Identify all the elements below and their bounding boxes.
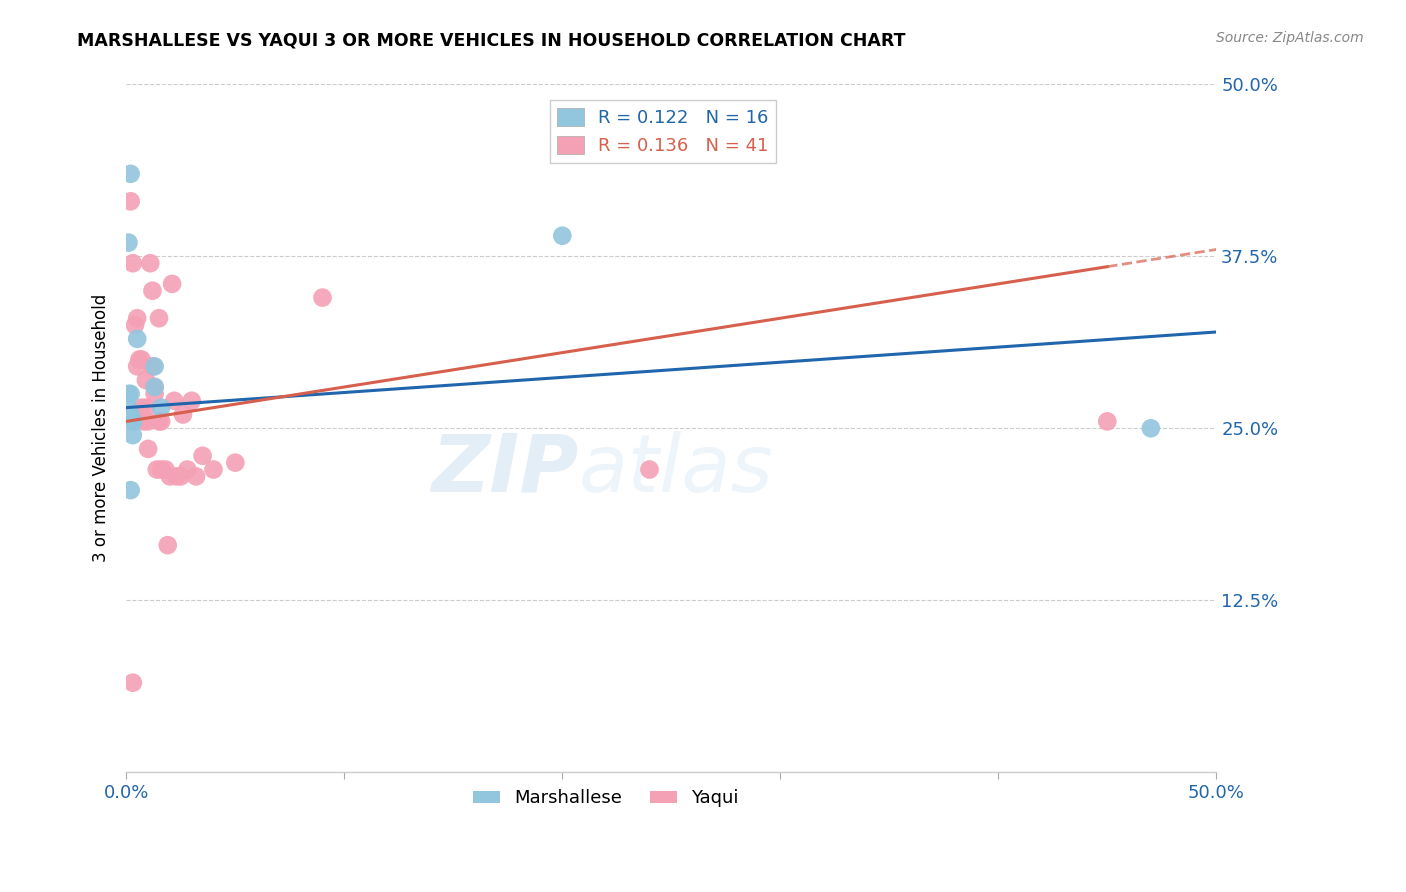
Point	[143, 380, 166, 394]
Point	[141, 284, 163, 298]
Point	[180, 393, 202, 408]
Point	[136, 414, 159, 428]
Point	[132, 414, 155, 428]
Point	[191, 449, 214, 463]
Point	[551, 228, 574, 243]
Point	[117, 401, 139, 415]
Legend: Marshallese, Yaqui: Marshallese, Yaqui	[465, 782, 745, 814]
Point	[120, 408, 142, 422]
Point	[131, 401, 153, 415]
Point	[176, 462, 198, 476]
Point	[143, 387, 166, 401]
Point	[159, 469, 181, 483]
Point	[224, 456, 246, 470]
Point	[121, 675, 143, 690]
Point	[120, 483, 142, 497]
Point	[120, 194, 142, 209]
Point	[150, 401, 173, 415]
Point	[121, 256, 143, 270]
Point	[120, 387, 142, 401]
Point	[127, 359, 149, 374]
Point	[128, 352, 150, 367]
Point	[160, 277, 183, 291]
Point	[135, 401, 157, 415]
Point	[165, 469, 187, 483]
Point	[1097, 414, 1119, 428]
Point	[1140, 421, 1163, 435]
Point	[150, 414, 173, 428]
Point	[121, 414, 143, 428]
Point	[156, 538, 179, 552]
Y-axis label: 3 or more Vehicles in Household: 3 or more Vehicles in Household	[93, 294, 110, 562]
Point	[124, 318, 146, 332]
Point	[184, 469, 207, 483]
Point	[131, 352, 153, 367]
Point	[135, 373, 157, 387]
Point	[136, 442, 159, 456]
Point	[172, 408, 194, 422]
Point	[143, 380, 166, 394]
Point	[121, 428, 143, 442]
Point	[139, 256, 162, 270]
Point	[202, 462, 225, 476]
Point	[117, 235, 139, 250]
Point	[121, 414, 143, 428]
Text: ZIP: ZIP	[432, 431, 579, 508]
Text: Source: ZipAtlas.com: Source: ZipAtlas.com	[1216, 31, 1364, 45]
Point	[148, 311, 170, 326]
Point	[155, 462, 177, 476]
Point	[311, 291, 333, 305]
Point	[170, 469, 193, 483]
Point	[120, 167, 142, 181]
Text: atlas: atlas	[579, 431, 773, 508]
Point	[117, 387, 139, 401]
Point	[143, 359, 166, 374]
Point	[146, 462, 169, 476]
Point	[141, 359, 163, 374]
Point	[148, 414, 170, 428]
Point	[638, 462, 661, 476]
Point	[127, 311, 149, 326]
Text: MARSHALLESE VS YAQUI 3 OR MORE VEHICLES IN HOUSEHOLD CORRELATION CHART: MARSHALLESE VS YAQUI 3 OR MORE VEHICLES …	[77, 31, 905, 49]
Point	[150, 462, 173, 476]
Point	[163, 393, 186, 408]
Point	[127, 332, 149, 346]
